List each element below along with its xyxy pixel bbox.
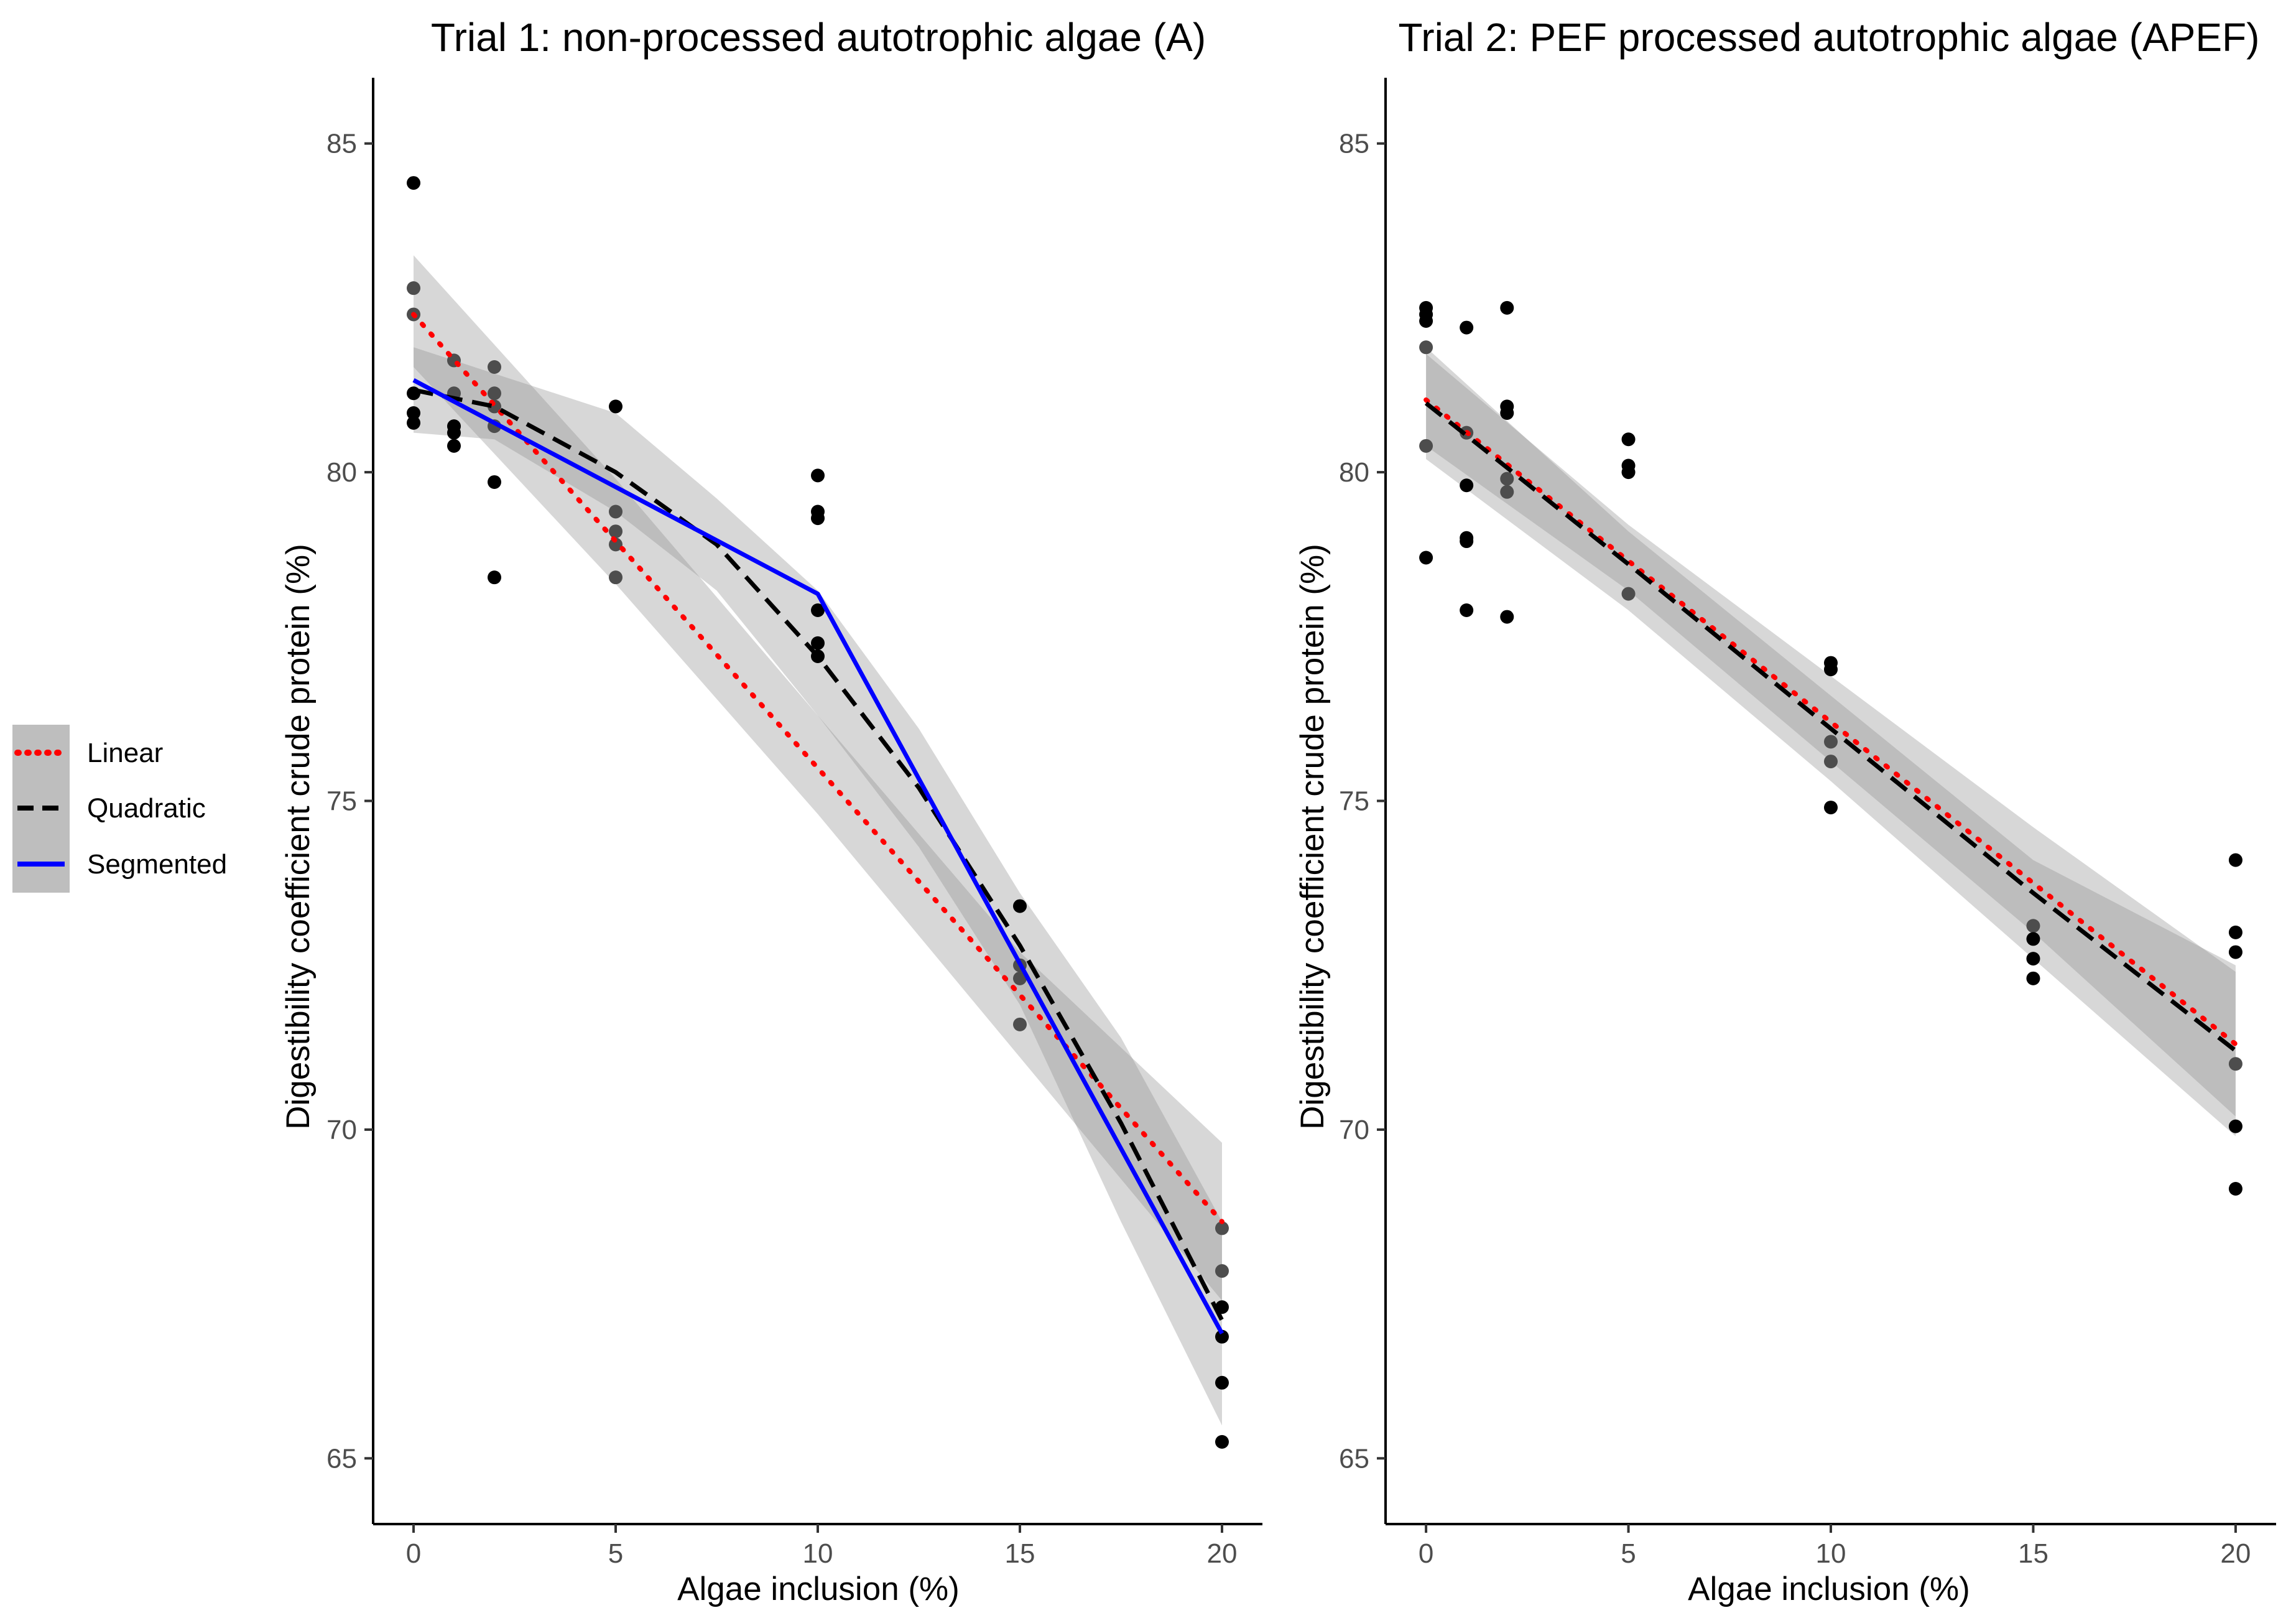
data-point (2228, 945, 2243, 959)
plot-area: 65 70 75 80 85 0 5 10 15 20 (326, 78, 1262, 1569)
data-point (1419, 340, 1433, 355)
x-tick-label: 0 (406, 1538, 421, 1569)
data-point (2026, 952, 2040, 966)
data-point (1460, 320, 1474, 335)
data-point (1824, 801, 1838, 815)
data-point (447, 425, 461, 440)
fit-line-quadratic (1424, 401, 2238, 1053)
data-point (1460, 478, 1474, 493)
data-point (407, 406, 420, 420)
data-point (609, 524, 623, 539)
data-point (447, 439, 461, 453)
data-point (609, 504, 623, 519)
y-tick-label: 85 (326, 129, 357, 159)
data-point (1215, 1221, 1229, 1235)
data-point (1500, 472, 1514, 486)
x-axis-title: Algae inclusion (%) (1688, 1571, 1970, 1607)
data-point (2228, 1182, 2243, 1196)
legend: Linear Quadratic Segmented (12, 725, 227, 893)
data-point (811, 468, 825, 483)
data-point (1013, 899, 1027, 913)
plot-area: 65 70 75 80 85 0 5 10 15 20 (1339, 78, 2276, 1569)
data-point (488, 475, 501, 489)
data-point (1460, 534, 1474, 549)
data-point (407, 281, 420, 295)
fit-line-quadratic (413, 388, 1224, 1321)
y-tick-label: 85 (1339, 129, 1369, 159)
data-point (1621, 465, 1636, 480)
data-point (2228, 925, 2243, 939)
data-point (1824, 735, 1838, 749)
data-point (1621, 432, 1636, 447)
data-point (811, 511, 825, 526)
data-point (2228, 1057, 2243, 1071)
y-tick-label: 75 (326, 786, 357, 817)
y-tick-label: 80 (326, 457, 357, 488)
y-axis-title: Digestibility coefficient crude protein … (1294, 544, 1331, 1130)
x-tick-label: 20 (1207, 1538, 1238, 1569)
data-point (2228, 1119, 2243, 1133)
x-tick-label: 20 (2220, 1538, 2251, 1569)
data-point (609, 570, 623, 585)
data-point (488, 386, 501, 401)
data-point (2026, 919, 2040, 933)
data-point (488, 570, 501, 585)
legend-label-quadratic: Quadratic (87, 793, 206, 824)
x-tick-label: 5 (608, 1538, 623, 1569)
y-tick-label: 65 (326, 1443, 357, 1474)
data-point (1500, 300, 1514, 315)
x-tick-label: 5 (1621, 1538, 1636, 1569)
y-tick-label: 80 (1339, 457, 1369, 488)
data-point (811, 603, 825, 618)
data-point (2026, 932, 2040, 946)
data-point (1500, 406, 1514, 420)
data-point (1824, 663, 1838, 677)
panel-trial-1: Trial 1: non-processed autotrophic algae… (280, 15, 1262, 1607)
panel-title: Trial 1: non-processed autotrophic algae… (431, 15, 1206, 60)
data-point (1215, 1375, 1229, 1390)
panel-title: Trial 2: PEF processed autotrophic algae… (1399, 15, 2260, 60)
y-axis-title: Digestibility coefficient crude protein … (280, 544, 317, 1130)
data-point (1419, 314, 1433, 328)
data-point (1500, 610, 1514, 624)
y-tick-label: 70 (1339, 1115, 1369, 1145)
x-tick-label: 15 (1005, 1538, 1035, 1569)
y-tick-label: 70 (326, 1115, 357, 1145)
x-axis-title: Algae inclusion (%) (677, 1571, 960, 1607)
x-tick-label: 15 (2018, 1538, 2048, 1569)
panel-trial-2: Trial 2: PEF processed autotrophic algae… (1294, 15, 2276, 1607)
data-point (407, 176, 420, 190)
data-point (407, 386, 420, 401)
data-point (1419, 439, 1433, 453)
data-point (407, 416, 420, 430)
data-point (2228, 853, 2243, 867)
data-point (1500, 485, 1514, 499)
data-point (1419, 551, 1433, 565)
data-point (2026, 971, 2040, 985)
y-tick-label: 65 (1339, 1443, 1369, 1474)
legend-label-segmented: Segmented (87, 849, 227, 880)
fit-line-segmented (412, 378, 1224, 1335)
data-point (609, 399, 623, 414)
data-point (811, 636, 825, 650)
legend-label-linear: Linear (87, 738, 163, 768)
data-point (1824, 755, 1838, 769)
fit-line-linear (1423, 397, 2238, 1047)
data-point (1013, 971, 1027, 985)
x-tick-label: 10 (1816, 1538, 1846, 1569)
data-point (1621, 587, 1636, 601)
x-tick-label: 10 (803, 1538, 833, 1569)
x-tick-label: 0 (1419, 1538, 1433, 1569)
data-point (1013, 1017, 1027, 1031)
data-point (1460, 603, 1474, 618)
data-point (488, 360, 501, 374)
data-point (1215, 1434, 1229, 1449)
data-point (1215, 1329, 1229, 1344)
data-point (1215, 1264, 1229, 1278)
y-tick-label: 75 (1339, 786, 1369, 817)
